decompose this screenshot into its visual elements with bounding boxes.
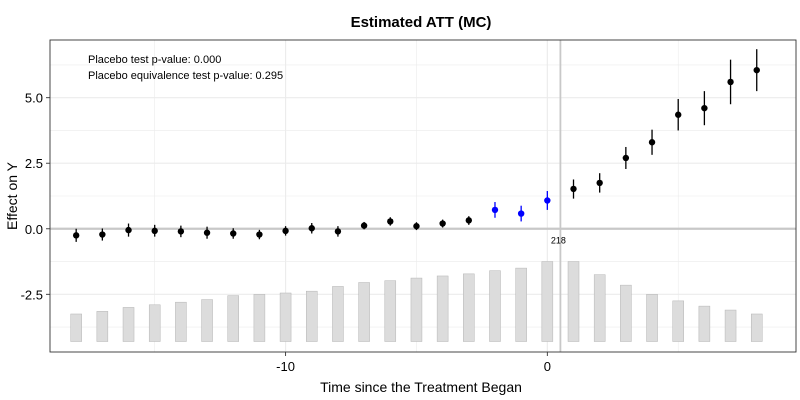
estimate-point [230, 230, 237, 237]
estimate-point [465, 217, 473, 224]
count-bar [672, 300, 684, 342]
y-tick-label: 0.0 [25, 222, 43, 237]
chart-title: Estimated ATT (MC) [351, 14, 492, 31]
placebo-point [491, 206, 499, 214]
count-bar [384, 280, 397, 342]
count-bar [70, 313, 82, 342]
count-bar [724, 309, 737, 342]
estimate-point [125, 226, 132, 234]
estimate-point [203, 229, 211, 236]
panel-frame [49, 39, 797, 353]
count-bar [227, 295, 239, 342]
estimate-point [282, 227, 289, 235]
y-tick-label: 2.5 [25, 156, 43, 171]
estimate-point [570, 185, 577, 193]
annotation-placebo-test: Placebo test p-value: 0.000 [88, 54, 221, 66]
estimate-point [701, 104, 708, 112]
placebo-point [544, 197, 551, 204]
estimate-point [675, 111, 682, 118]
estimate-point [334, 228, 342, 235]
count-bar [148, 304, 161, 342]
x-tick-label: 0 [544, 359, 551, 374]
estimate-point [413, 222, 420, 230]
count-bar [122, 307, 135, 342]
estimate-point [99, 231, 106, 238]
count-bar [332, 286, 344, 342]
estimate-point [596, 179, 603, 187]
count-bar [698, 305, 711, 342]
count-bar [463, 273, 475, 342]
count-bar [593, 274, 606, 342]
y-tick-label: 5.0 [25, 91, 43, 106]
count-bar [201, 299, 213, 342]
estimate-point [439, 220, 446, 227]
count-bar [306, 290, 318, 342]
estimate-point [177, 228, 185, 235]
count-bar [515, 267, 527, 342]
y-tick-label: -2.5 [21, 287, 43, 302]
x-tick-label: -10 [276, 359, 295, 374]
estimate-point [753, 66, 760, 74]
estimate-point [360, 222, 368, 229]
count-bar [620, 284, 632, 342]
count-bar [96, 311, 109, 342]
count-bar [175, 301, 187, 342]
count-bar [750, 313, 763, 342]
count-bars [70, 261, 763, 342]
reference-lines [50, 40, 796, 352]
placebo-point [517, 210, 525, 217]
count-bar [410, 277, 423, 342]
count-bar [646, 294, 658, 342]
axis-ticks: -10 0 -2.5 0.0 2.5 5.0 [21, 91, 551, 374]
count-bar [279, 292, 292, 342]
count-bar [489, 270, 501, 342]
count-bar [253, 294, 266, 342]
panel-border [49, 39, 797, 353]
estimate-point [648, 139, 656, 146]
estimate-point [727, 78, 734, 86]
estimate-point [72, 232, 80, 239]
estimate-point [308, 225, 315, 232]
count-bar [567, 261, 580, 342]
estimate-point [151, 227, 158, 235]
estimates [72, 49, 760, 242]
count-bar [541, 261, 554, 342]
estimate-point [622, 154, 630, 162]
y-axis-title: Effect on Y [4, 161, 20, 230]
annotation-placebo-equivalence: Placebo equivalence test p-value: 0.295 [88, 70, 283, 82]
count-label: 218 [551, 236, 566, 246]
count-bar [436, 275, 449, 342]
x-axis-title: Time since the Treatment Began [320, 379, 522, 395]
count-bar [358, 282, 370, 342]
estimate-point [387, 218, 394, 225]
estimate-point [256, 231, 263, 238]
